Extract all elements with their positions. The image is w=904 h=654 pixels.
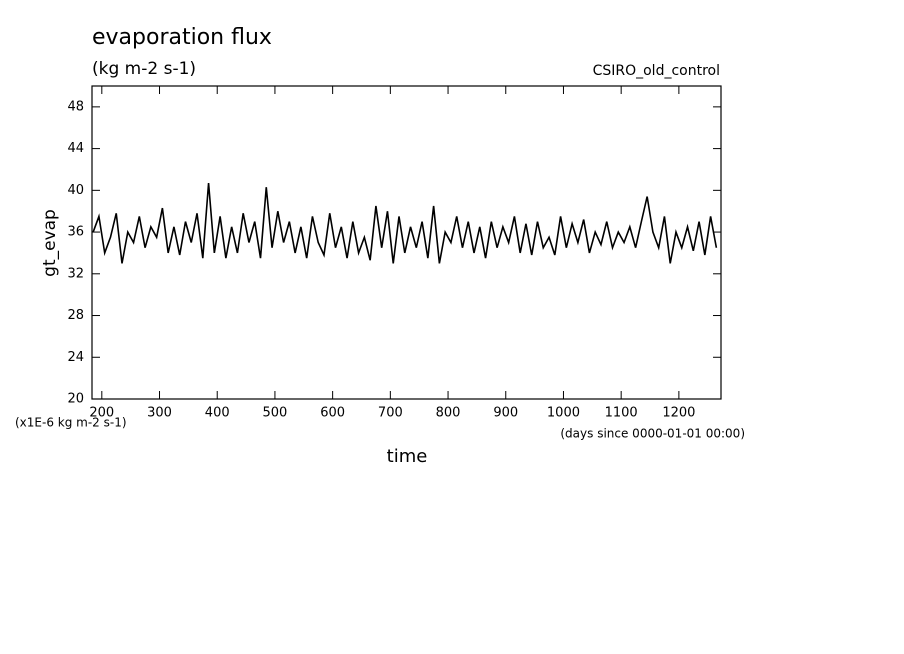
data-line	[92, 182, 718, 264]
x-tick-label: 700	[378, 406, 403, 421]
y-tick-label: 28	[67, 308, 84, 323]
x-tick-label: 1100	[605, 406, 638, 421]
x-tick-label: 400	[205, 406, 230, 421]
y-tick-label: 24	[67, 350, 84, 365]
plot-frame	[91, 85, 722, 400]
y-tick-label: 32	[67, 266, 84, 281]
y-tick-label: 48	[67, 99, 84, 114]
y-tick-label: 44	[67, 141, 84, 156]
x-axis-label: time	[387, 446, 428, 467]
y-tick-label: 20	[67, 392, 84, 407]
x-tick-label: 900	[493, 406, 518, 421]
chart-title: evaporation flux	[92, 25, 272, 50]
y-units-note: (x1E-6 kg m-2 s-1)	[15, 416, 127, 430]
x-tick-label: 500	[263, 406, 288, 421]
x-tick-label: 1000	[547, 406, 580, 421]
x-units-note: (days since 0000-01-01 00:00)	[560, 427, 745, 441]
x-tick-label: 200	[89, 406, 114, 421]
dataset-label: CSIRO_old_control	[593, 63, 720, 79]
x-tick-label: 300	[147, 406, 172, 421]
x-tick-label: 800	[436, 406, 461, 421]
chart-subtitle: (kg m-2 s-1)	[92, 59, 196, 79]
x-tick-label: 600	[320, 406, 345, 421]
y-tick-label: 40	[67, 183, 84, 198]
y-axis-label: gt_evap	[40, 209, 60, 277]
y-tick-label: 36	[67, 225, 84, 240]
x-tick-label: 1200	[662, 406, 695, 421]
